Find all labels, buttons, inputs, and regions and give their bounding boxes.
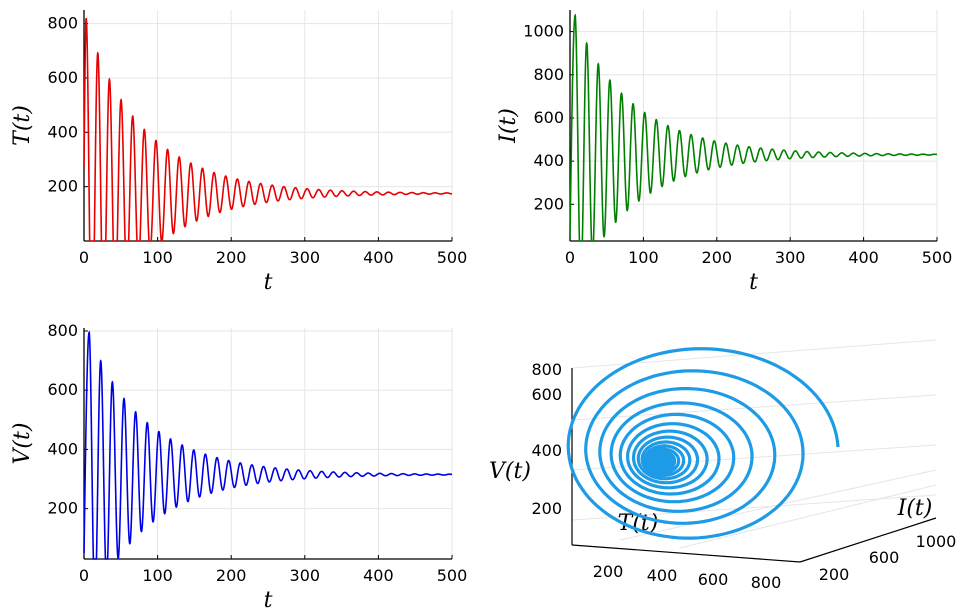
x-tick-label: 500 bbox=[437, 248, 468, 267]
z-tick-label: 400 bbox=[531, 441, 562, 460]
y-tick-label: 400 bbox=[47, 122, 78, 141]
panel-V: 0 100 200 300 400 500 200 400 600 800 t V(t) bbox=[10, 321, 467, 611]
x-tick-label: 400 bbox=[363, 566, 394, 585]
x-tick-label: 400 bbox=[848, 248, 879, 267]
z-tick-label: 800 bbox=[531, 360, 562, 379]
x-tick-label: 300 bbox=[290, 248, 321, 267]
y-tick-label: 600 bbox=[47, 380, 78, 399]
y-tick-label: 1000 bbox=[523, 22, 564, 41]
x-tick-label: 0 bbox=[565, 248, 575, 267]
x-tick-label: 100 bbox=[628, 248, 659, 267]
y-tick-label: 600 bbox=[533, 108, 564, 127]
x-axis-label: t bbox=[264, 588, 273, 611]
x-tick-label: 500 bbox=[922, 248, 953, 267]
y-tick-label: 800 bbox=[533, 65, 564, 84]
y-tick-label: 800 bbox=[47, 14, 78, 33]
y-axis bbox=[799, 517, 937, 563]
y-axis-label: V(t) bbox=[10, 423, 35, 465]
y-tick-label: 800 bbox=[47, 321, 78, 340]
x-tick-label: 400 bbox=[647, 566, 678, 585]
y-tick-label: 200 bbox=[47, 177, 78, 196]
x-tick-label: 200 bbox=[216, 248, 247, 267]
y-axis-label: I(t) bbox=[496, 108, 521, 144]
x-tick-label: 400 bbox=[363, 248, 394, 267]
x-axis bbox=[571, 544, 801, 563]
y-tick-label: 200 bbox=[533, 194, 564, 213]
x-axis-label: t bbox=[264, 270, 273, 295]
series-line bbox=[569, 13, 938, 242]
z-tick-label: 200 bbox=[531, 499, 562, 518]
panel-I: 0 100 200 300 400 500 200 400 600 800 1000 t I(t) bbox=[496, 10, 952, 295]
x-tick-label: 200 bbox=[702, 248, 733, 267]
y-tick-label: 1000 bbox=[916, 532, 957, 551]
z-tick-label: 600 bbox=[531, 385, 562, 404]
phase-trajectory bbox=[566, 347, 840, 540]
y-tick-label: 400 bbox=[533, 151, 564, 170]
grid-line bbox=[679, 484, 937, 549]
x-tick-label: 800 bbox=[751, 573, 782, 592]
z-axis-label: V(t) bbox=[489, 459, 531, 484]
panel-T: 0 100 200 300 400 500 200 400 600 800 t T(t) bbox=[10, 10, 467, 295]
x-tick-label: 200 bbox=[593, 562, 624, 581]
x-tick-label: 200 bbox=[216, 566, 247, 585]
grid-line bbox=[571, 444, 937, 471]
y-tick-label: 200 bbox=[819, 565, 850, 584]
y-tick-label: 600 bbox=[869, 548, 900, 567]
series-line bbox=[83, 330, 453, 560]
series-line bbox=[83, 17, 453, 242]
x-tick-label: 300 bbox=[775, 248, 806, 267]
grid-line bbox=[571, 494, 937, 521]
x-axis-label: t bbox=[749, 270, 758, 295]
x-tick-label: 0 bbox=[79, 248, 89, 267]
x-tick-label: 100 bbox=[142, 566, 173, 585]
x-tick-label: 600 bbox=[698, 570, 729, 589]
y-axis-label: T(t) bbox=[10, 105, 35, 146]
x-tick-label: 500 bbox=[437, 566, 468, 585]
y-tick-label: 400 bbox=[47, 439, 78, 458]
y-tick-label: 600 bbox=[47, 68, 78, 87]
x-tick-label: 100 bbox=[142, 248, 173, 267]
y-axis-label: I(t) bbox=[897, 496, 933, 521]
y-tick-label: 200 bbox=[47, 499, 78, 518]
x-tick-label: 0 bbox=[79, 566, 89, 585]
x-tick-label: 300 bbox=[290, 566, 321, 585]
